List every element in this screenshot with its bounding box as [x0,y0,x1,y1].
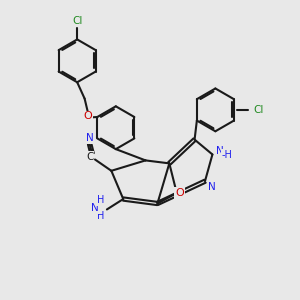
Text: O: O [84,111,93,122]
Text: N: N [91,203,98,213]
Text: Cl: Cl [253,105,263,115]
Text: Cl: Cl [72,16,83,26]
Text: N: N [86,133,94,143]
Text: N: N [216,146,224,156]
Text: H: H [97,211,104,221]
Text: -H: -H [222,150,233,160]
Text: H: H [97,195,104,205]
Text: N: N [208,182,215,192]
Text: C: C [86,152,93,161]
Text: O: O [175,188,184,198]
